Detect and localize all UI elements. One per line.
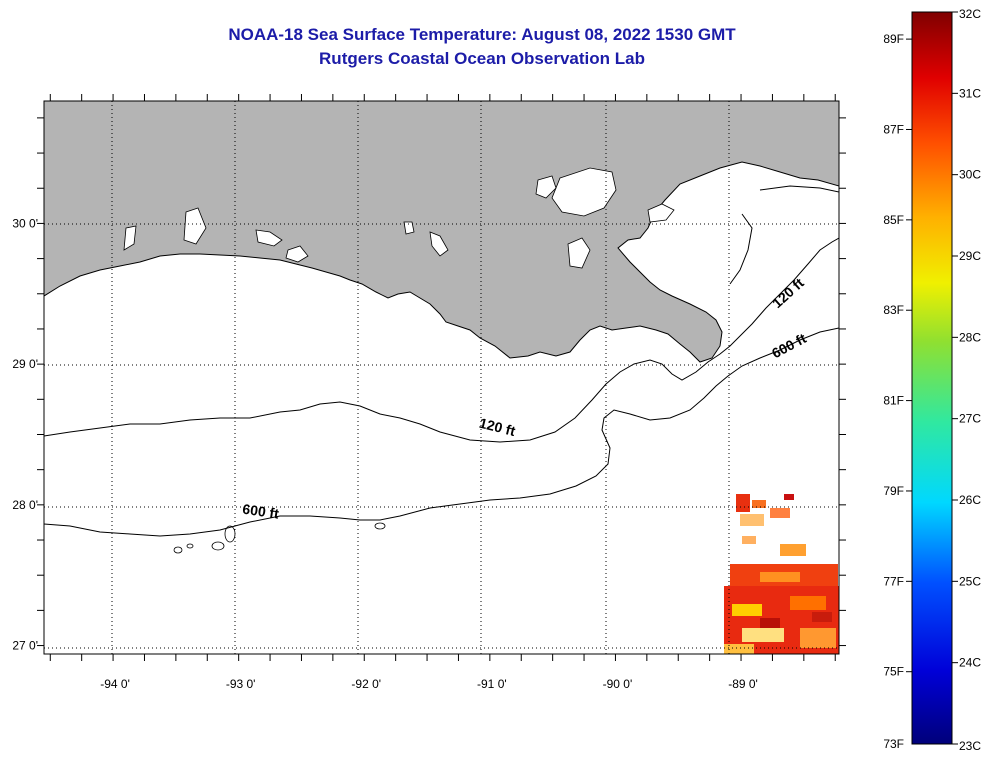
- celsius-label: 28C: [959, 330, 981, 344]
- longitude-labels: -94 0' -93 0' -92 0' -91 0' -90 0' -89 0': [100, 677, 758, 691]
- latitude-label: 30 0': [12, 216, 38, 230]
- longitude-label: -94 0': [100, 677, 130, 691]
- colorbar: [911, 11, 953, 745]
- inland-lakes: [123, 167, 675, 269]
- celsius-label: 25C: [959, 574, 981, 588]
- celsius-label: 26C: [959, 493, 981, 507]
- fahrenheit-label: 81F: [883, 394, 904, 408]
- celsius-label: 23C: [959, 739, 981, 753]
- longitude-label: -93 0': [226, 677, 256, 691]
- celsius-label: 27C: [959, 412, 981, 426]
- colorbar-fahrenheit-labels: 89F 87F 85F 83F 81F 79F 77F 75F 73F: [883, 32, 904, 751]
- contour-shelf-east: [729, 213, 753, 285]
- latitude-label: 28 0': [12, 498, 38, 512]
- longitude-label: -91 0': [477, 677, 507, 691]
- latitude-labels: 30 0' 29 0' 28 0' 27 0': [12, 216, 38, 652]
- fahrenheit-label: 75F: [883, 665, 904, 679]
- longitude-label: -92 0': [351, 677, 381, 691]
- colorbar-ticks: [906, 11, 958, 745]
- graticule: [44, 101, 839, 654]
- frame-ticks: [37, 94, 846, 661]
- latitude-label: 27 0': [12, 639, 38, 653]
- celsius-label: 30C: [959, 168, 981, 182]
- sst-data-patch: [724, 494, 839, 654]
- map-subtitle: Rutgers Coastal Ocean Observation Lab: [319, 49, 645, 68]
- fahrenheit-label: 77F: [883, 574, 904, 588]
- longitude-label: -90 0': [603, 677, 633, 691]
- contour-600ft: [44, 327, 839, 537]
- celsius-label: 32C: [959, 7, 981, 21]
- fahrenheit-label: 73F: [883, 737, 904, 751]
- contour-shelf-east-2: [759, 185, 839, 193]
- map-frame: [43, 100, 840, 655]
- map-title: NOAA-18 Sea Surface Temperature: August …: [228, 25, 736, 44]
- contour-label: 600 ft: [241, 501, 280, 522]
- colorbar-celsius-labels: 32C 31C 30C 29C 28C 27C 26C 25C 24C 23C: [959, 7, 981, 753]
- latitude-label: 29 0': [12, 357, 38, 371]
- fahrenheit-label: 79F: [883, 484, 904, 498]
- fahrenheit-label: 83F: [883, 303, 904, 317]
- celsius-label: 24C: [959, 656, 981, 670]
- celsius-label: 31C: [959, 86, 981, 100]
- longitude-label: -89 0': [728, 677, 758, 691]
- celsius-label: 29C: [959, 249, 981, 263]
- fahrenheit-label: 85F: [883, 213, 904, 227]
- fahrenheit-label: 89F: [883, 32, 904, 46]
- fahrenheit-label: 87F: [883, 122, 904, 136]
- contour-120ft: [44, 237, 839, 443]
